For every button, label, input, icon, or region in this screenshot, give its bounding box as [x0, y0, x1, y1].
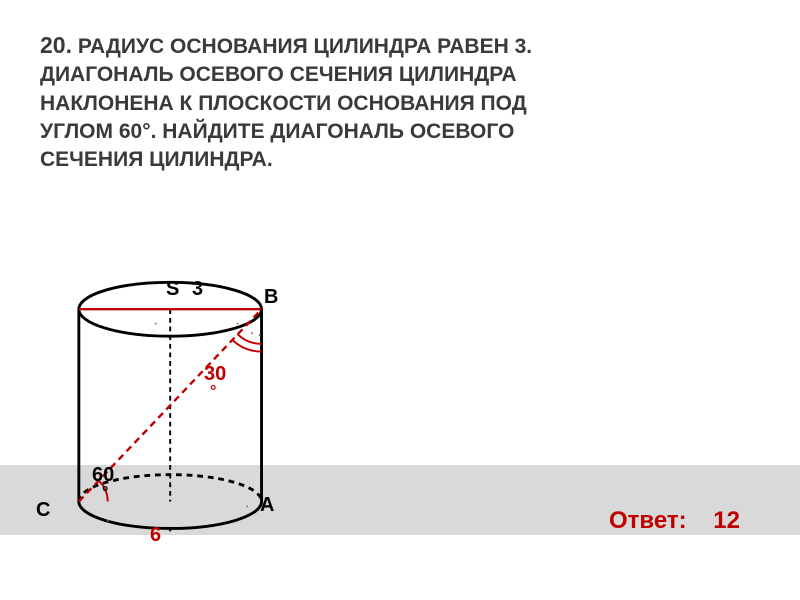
problem-line4: УГЛОМ 60°. НАЙДИТЕ ДИАГОНАЛЬ ОСЕВОГО: [40, 120, 514, 143]
label-S: S: [166, 278, 179, 301]
problem-text: 20. РАДИУС ОСНОВАНИЯ ЦИЛИНДРА РАВЕН 3. Д…: [40, 30, 760, 175]
problem-line1: РАДИУС ОСНОВАНИЯ ЦИЛИНДРА РАВЕН 3.: [78, 35, 532, 58]
label-sixty_deg: °: [102, 484, 108, 502]
label-three: 3: [192, 278, 203, 301]
label-C: C: [36, 499, 50, 522]
label-B: B: [264, 286, 278, 309]
answer-block: Ответ: 12: [609, 507, 740, 535]
problem-number: 20.: [40, 32, 72, 58]
problem-line5: СЕЧЕНИЯ ЦИЛИНДРА.: [40, 148, 273, 171]
problem-line3: НАКЛОНЕНА К ПЛОСКОСТИ ОСНОВАНИЯ ПОД: [40, 92, 527, 115]
label-six: 6: [150, 524, 161, 547]
cylinder-diagram: S3B30°60°CA6: [50, 260, 300, 570]
label-thirty_deg: °: [210, 383, 216, 401]
label-A: A: [260, 494, 274, 517]
answer-value: 12: [713, 507, 740, 534]
problem-line2: ДИАГОНАЛЬ ОСЕВОГО СЕЧЕНИЯ ЦИЛИНДРА: [40, 63, 517, 86]
answer-label: Ответ:: [609, 507, 687, 534]
diagram-svg: [50, 260, 300, 570]
